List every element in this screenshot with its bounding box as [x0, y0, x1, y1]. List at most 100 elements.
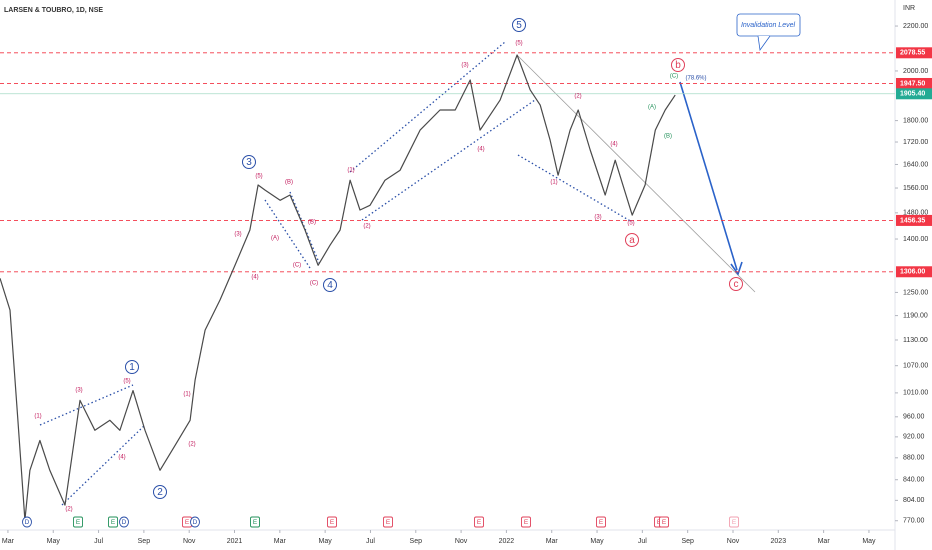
projection-arrow [679, 81, 738, 271]
event-marker [108, 516, 118, 528]
wave-label: 4 [327, 280, 333, 291]
x-tick-label: Sep [410, 538, 423, 545]
event-marker [729, 516, 739, 528]
event-marker [474, 516, 484, 528]
price-level-label: 1456.35 [900, 217, 925, 224]
event-marker [383, 516, 393, 528]
wave-label: b [675, 60, 681, 71]
y-tick-label: 1720.00 [903, 139, 928, 146]
wave-label: 3 [246, 157, 252, 168]
wave-label: a [629, 235, 635, 246]
event-label: D [25, 519, 30, 526]
wave-label: (1) [34, 414, 41, 420]
wave-label: (4) [251, 275, 258, 281]
wave-label: (1) [347, 168, 354, 174]
y-tick-label: 1480.00 [903, 210, 928, 217]
wave-circle [512, 18, 526, 32]
y-tick-label: 920.00 [903, 434, 925, 441]
price-level-label: 1306.00 [900, 269, 925, 276]
wave-label: (3) [75, 388, 82, 394]
wave-circle [125, 360, 139, 374]
wave-label: (1) [183, 392, 190, 398]
event-label: E [386, 519, 391, 526]
wave-circle [671, 58, 685, 72]
wave-label: 2 [157, 487, 163, 498]
x-tick-label: 2023 [771, 538, 787, 545]
wave-label: (78.6%) [685, 76, 706, 82]
price-line [0, 54, 676, 521]
wave-label: (C) [293, 263, 301, 269]
wave-circle [625, 233, 639, 247]
event-marker [327, 516, 337, 528]
event-label: E [253, 519, 258, 526]
trend-line [516, 54, 756, 293]
price-level-box [896, 77, 932, 89]
price-level-label: 1905.40 [900, 91, 925, 98]
y-tick-label: 1560.00 [903, 185, 928, 192]
wave-label: (2) [188, 442, 195, 448]
wave-label: (B) [285, 180, 293, 186]
y-tick-label: 840.00 [903, 477, 925, 484]
wave-label: (2) [363, 224, 370, 230]
y-tick-label: 1010.00 [903, 390, 928, 397]
price-level-box [896, 88, 932, 100]
wave-label: (B) [664, 134, 672, 140]
wave-label: 5 [516, 20, 522, 31]
event-marker [190, 516, 200, 528]
y-tick-label: 1250.00 [903, 289, 928, 296]
arrow-head [730, 261, 743, 276]
y-tick-label: 2200.00 [903, 23, 928, 30]
wave-label: (5) [515, 41, 522, 47]
x-tick-label: Sep [138, 538, 151, 545]
wave-label: (3) [594, 215, 601, 221]
event-label: E [111, 519, 116, 526]
wave-label: (2) [65, 507, 72, 513]
event-label: D [122, 519, 127, 526]
y-tick-label: 770.00 [903, 518, 925, 525]
x-tick-label: Nov [183, 538, 196, 545]
event-label: E [76, 519, 81, 526]
x-tick-label: Mar [546, 538, 559, 545]
price-level-box [896, 214, 932, 226]
x-tick-label: Jul [638, 538, 647, 545]
event-label: E [662, 519, 667, 526]
price-level-box [896, 266, 932, 278]
wave-label: (5) [123, 379, 130, 385]
x-tick-label: Mar [274, 538, 287, 545]
price-level-label: 2078.55 [900, 50, 925, 57]
currency: INR [903, 5, 915, 12]
wave-label: (A) [648, 105, 656, 111]
y-tick-label: 804.00 [903, 497, 925, 504]
event-label: E [524, 519, 529, 526]
wave-label: (4) [477, 147, 484, 153]
wave-label: (4) [118, 455, 125, 461]
x-tick-label: Jul [94, 538, 103, 545]
event-marker [22, 516, 32, 528]
event-label: D [193, 519, 198, 526]
x-tick-label: Nov [727, 538, 740, 545]
event-label: E [477, 519, 482, 526]
x-tick-label: May [590, 538, 604, 545]
wave-label: (2) [574, 94, 581, 100]
event-marker [596, 516, 606, 528]
note: Invalidation Level [741, 22, 796, 29]
x-tick-label: 2022 [499, 538, 515, 545]
x-tick-label: Jul [366, 538, 375, 545]
event-marker [73, 516, 83, 528]
x-tick-label: Mar [2, 538, 15, 545]
y-tick-label: 1190.00 [903, 312, 928, 319]
y-tick-label: 880.00 [903, 455, 925, 462]
wave-circle [153, 485, 167, 499]
price-level-box [896, 47, 932, 59]
wave-label: (3) [234, 232, 241, 238]
x-tick-label: May [47, 538, 61, 545]
wave-circle [323, 278, 337, 292]
wave-label: (A) [271, 236, 279, 242]
event-marker [521, 516, 531, 528]
wave-circle [242, 155, 256, 169]
wave-label: (3) [461, 63, 468, 69]
x-tick-label: May [862, 538, 876, 545]
y-tick-label: 1070.00 [903, 363, 928, 370]
event-marker [119, 516, 129, 528]
